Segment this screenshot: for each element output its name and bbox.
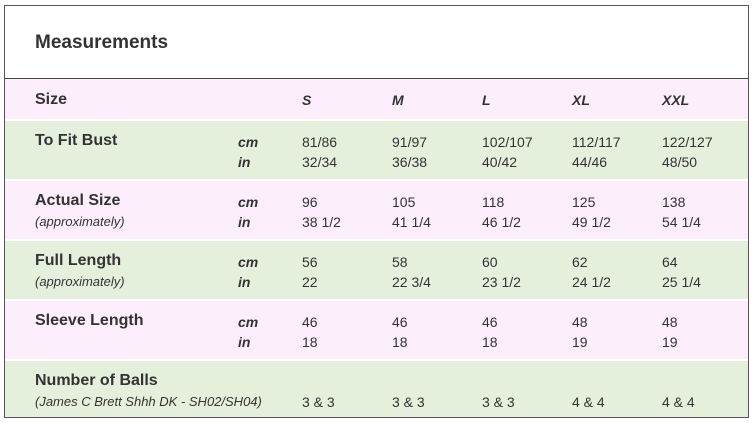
- measurements-table: Measurements Size S M L XL XXL To Fit Bust cm in…: [4, 5, 749, 418]
- cell-value: 48: [662, 314, 678, 330]
- cell-value: 105: [392, 194, 416, 210]
- header-label: Size: [35, 91, 68, 108]
- cell-value: 36/38: [392, 154, 428, 170]
- cell-value: 46: [392, 314, 408, 330]
- cell-value: 18: [482, 334, 498, 350]
- cell-value: 40/42: [482, 154, 518, 170]
- unit-label: cm: [238, 314, 259, 330]
- unit-label: cm: [238, 134, 259, 150]
- cell-value: 18: [392, 334, 408, 350]
- row-label: Number of Balls: [35, 372, 158, 389]
- table-row: [5, 361, 748, 417]
- cell-value: 81/86: [302, 134, 338, 150]
- cell-value: 3 & 3: [482, 394, 515, 410]
- cell-value: 58: [392, 254, 408, 270]
- cell-value: 23 1/2: [482, 274, 521, 290]
- row-label: Sleeve Length: [35, 312, 144, 329]
- title-rule: [5, 78, 748, 79]
- cell-value: 118: [482, 194, 505, 210]
- cell-value: 48: [572, 314, 588, 330]
- row-label: To Fit Bust: [35, 132, 118, 149]
- cell-value: 48/50: [662, 154, 698, 170]
- cell-value: 44/46: [572, 154, 608, 170]
- row-sublabel: (approximately): [35, 274, 125, 289]
- cell-value: 3 & 3: [302, 394, 335, 410]
- cell-value: 64: [662, 254, 678, 270]
- cell-value: 3 & 3: [392, 394, 425, 410]
- cell-value: 46 1/2: [482, 214, 521, 230]
- cell-value: 112/117: [572, 134, 621, 150]
- unit-label: in: [238, 274, 251, 290]
- cell-value: 4 & 4: [662, 394, 695, 410]
- unit-label: cm: [238, 254, 259, 270]
- cell-value: 56: [302, 254, 318, 270]
- size-heading: L: [482, 92, 491, 108]
- cell-value: 19: [662, 334, 678, 350]
- cell-value: 54 1/4: [662, 214, 701, 230]
- size-heading: S: [302, 92, 312, 108]
- cell-value: 18: [302, 334, 318, 350]
- cell-value: 19: [572, 334, 588, 350]
- table-title: Measurements: [35, 32, 169, 53]
- size-heading: M: [392, 92, 404, 108]
- table-row: [5, 301, 748, 359]
- cell-value: 38 1/2: [302, 214, 341, 230]
- header-row: [5, 79, 748, 119]
- table-row: [5, 181, 748, 239]
- cell-value: 25 1/4: [662, 274, 701, 290]
- cell-value: 125: [572, 194, 596, 210]
- cell-value: 49 1/2: [572, 214, 611, 230]
- size-heading: XXL: [662, 92, 690, 108]
- unit-label: in: [238, 154, 251, 170]
- cell-value: 22 3/4: [392, 274, 431, 290]
- table-row: [5, 121, 748, 179]
- cell-value: 62: [572, 254, 588, 270]
- cell-value: 96: [302, 194, 318, 210]
- cell-value: 22: [302, 274, 318, 290]
- cell-value: 46: [302, 314, 318, 330]
- table-row: [5, 241, 748, 299]
- unit-label: in: [238, 214, 251, 230]
- row-label: Full Length: [35, 252, 122, 269]
- cell-value: 4 & 4: [572, 394, 605, 410]
- row-sublabel: (approximately): [35, 214, 125, 229]
- row-sublabel: (James C Brett Shhh DK - SH02/SH04): [35, 394, 262, 409]
- row-label: Actual Size: [35, 192, 121, 209]
- cell-value: 24 1/2: [572, 274, 611, 290]
- unit-label: cm: [238, 194, 259, 210]
- cell-value: 60: [482, 254, 498, 270]
- cell-value: 102/107: [482, 134, 533, 150]
- cell-value: 32/34: [302, 154, 338, 170]
- cell-value: 138: [662, 194, 686, 210]
- cell-value: 46: [482, 314, 498, 330]
- unit-label: in: [238, 334, 251, 350]
- size-heading: XL: [572, 92, 590, 108]
- cell-value: 91/97: [392, 134, 428, 150]
- cell-value: 41 1/4: [392, 214, 431, 230]
- cell-value: 122/127: [662, 134, 713, 150]
